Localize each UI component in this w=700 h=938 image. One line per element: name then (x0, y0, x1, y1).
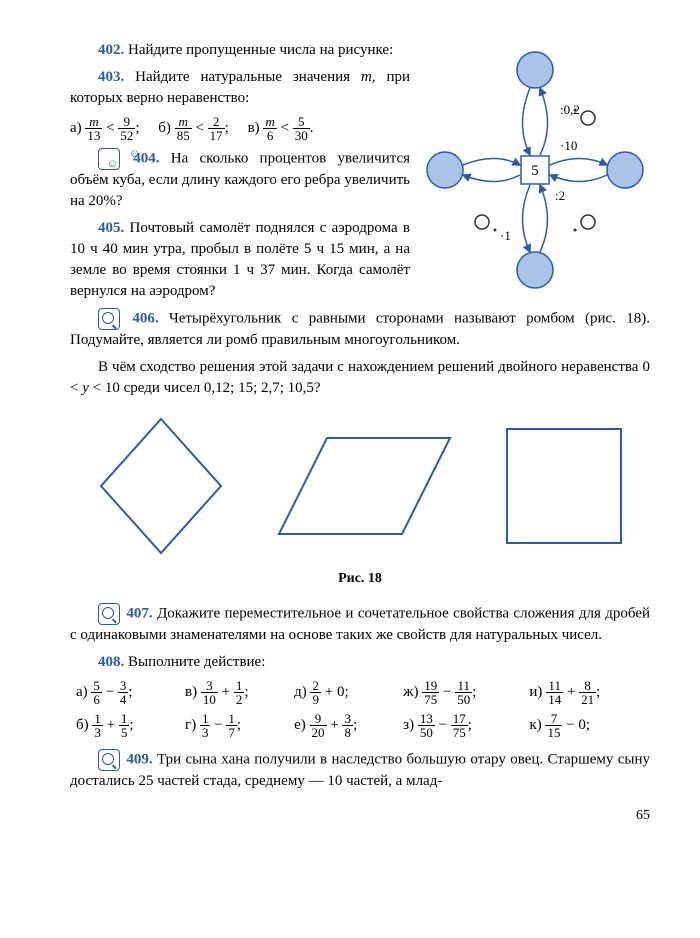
task-num: 408. (98, 654, 124, 670)
task-num: 402. (98, 42, 124, 58)
ex-item: д) 29 + 0; (294, 679, 403, 706)
task-num: 407. (126, 605, 152, 621)
diagram-svg: 5 (420, 40, 650, 300)
ex-item: ж) 1975 − 1150; (403, 679, 529, 706)
task-text: Найдите пропущенные числа на рисунке: (128, 42, 393, 58)
ex-item: е) 920 + 38; (294, 712, 403, 739)
ex-item: б) 13 + 15; (76, 712, 185, 739)
frac: 530 (293, 115, 310, 142)
item-b-label: б) (158, 120, 171, 136)
magnifier-icon (98, 308, 120, 330)
task-405: 405. Почтовый самолёт поднялся с аэродро… (70, 218, 410, 302)
square (499, 421, 629, 551)
task-406: 406. Четырёхугольник с равными сторонами… (70, 308, 650, 351)
fig18-shapes (70, 411, 650, 561)
task-404: 404. На сколько процентов увеличится объ… (70, 148, 410, 212)
center-value: 5 (531, 163, 539, 179)
task-408-items: а) 56 − 34;в) 310 + 12;д) 29 + 0;ж) 1975… (76, 679, 650, 739)
ex-item: а) 56 − 34; (76, 679, 185, 706)
p2b: < 10 среди чисел 0,12; 15; 2,7; 10,5? (89, 380, 321, 396)
page-number: 65 (70, 806, 650, 826)
item-c-label: в) (248, 120, 260, 136)
task-408-intro: 408. Выполните действие: (70, 652, 650, 673)
task-text: Три сына хана получили в наследство боль… (70, 751, 650, 789)
group-icon (98, 148, 120, 170)
frac: m6 (263, 115, 276, 142)
frac: m13 (85, 115, 102, 142)
task-text: Выполните действие: (128, 654, 265, 670)
rhombus-1 (91, 411, 231, 561)
svg-text::2: :2 (555, 188, 565, 203)
task-407: 407. Докажите переместительное и сочетат… (70, 603, 650, 646)
task-406-p2: В чём сходство решения этой задачи с нах… (70, 357, 650, 399)
svg-text:·1: ·1 (500, 228, 511, 243)
task-409: 409. Три сына хана получили в наследство… (70, 749, 650, 792)
svg-text:·10: ·10 (560, 138, 577, 153)
task-403-items: а) m13 < 952; б) m85 < 217; в) m6 < 530. (70, 115, 410, 142)
top-block: 402. Найдите пропущенные числа на рисунк… (70, 40, 650, 308)
task-403-intro: 403. Найдите натуральные значения m, при… (70, 67, 410, 109)
ex-item: к) 715 − 0; (529, 712, 650, 739)
ex-item: г) 13 − 17; (185, 712, 294, 739)
fig-label: Рис. 18 (70, 569, 650, 589)
number-diagram: 5 (420, 40, 650, 300)
task-num: 409. (126, 751, 152, 767)
item-a-label: а) (70, 120, 82, 136)
left-text: 402. Найдите пропущенные числа на рисунк… (70, 40, 410, 308)
frac: 217 (208, 115, 225, 142)
ex-item: и) 1114 + 821; (529, 679, 650, 706)
svg-text::0,2: :0,2 (560, 102, 580, 117)
task-402: 402. Найдите пропущенные числа на рисунк… (70, 40, 410, 61)
magnifier-icon (98, 603, 120, 625)
ex-item: з) 1350 − 1775; (403, 712, 529, 739)
task-num: 406. (132, 310, 158, 326)
var-m: m (361, 69, 372, 85)
var-y: y (82, 380, 89, 396)
task-num: 403. (98, 69, 124, 85)
task-num: 405. (98, 220, 124, 236)
task-text: Найдите натуральные значения (135, 69, 361, 85)
task-text: Докажите переместительное и сочетательно… (70, 605, 650, 643)
frac: m85 (175, 115, 192, 142)
magnifier-icon (98, 749, 120, 771)
ex-item: в) 310 + 12; (185, 679, 294, 706)
frac: 952 (118, 115, 135, 142)
rhombus-2 (272, 426, 457, 546)
